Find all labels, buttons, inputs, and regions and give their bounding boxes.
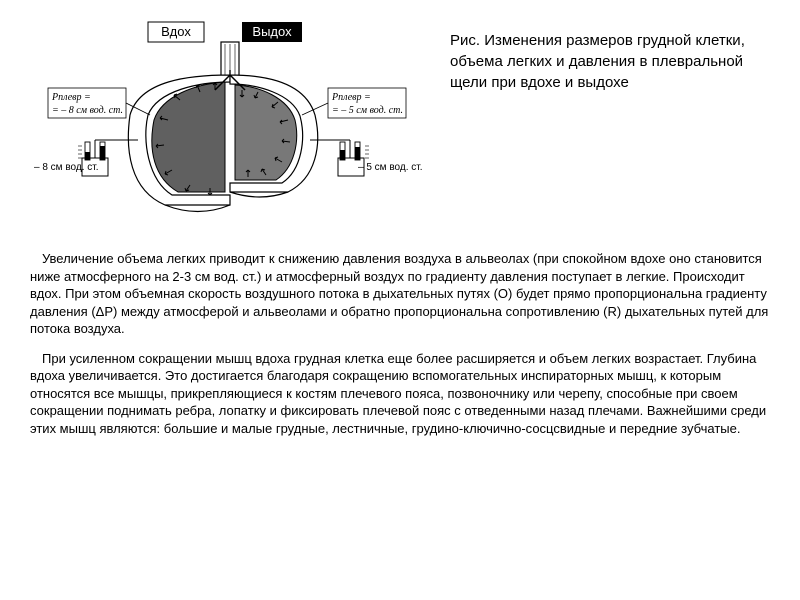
exhale-gauge-label: – 5 см вод. ст. [358, 162, 423, 173]
inhale-pressure-line2: = – 8 см вод. ст. [52, 105, 123, 116]
lung-diagram: Вдох Выдох [30, 20, 430, 230]
paragraph-1: Увеличение объема легких приводит к сниж… [30, 250, 770, 338]
figure-row: Вдох Выдох [30, 20, 770, 230]
exhale-pressure-line2: = – 5 см вод. ст. [332, 105, 403, 116]
respiration-diagram-svg: Вдох Выдох [30, 20, 430, 230]
inhale-pressure-line1: Pплевр = [51, 92, 91, 103]
inhale-gauge-label: – 8 см вод. ст. [34, 162, 99, 173]
exhale-pressure-line1: Pплевр = [331, 92, 371, 103]
paragraph-2: При усиленном сокращении мышц вдоха груд… [30, 350, 770, 438]
figure-caption: Рис. Изменения размеров грудной клетки, … [450, 20, 770, 230]
inhale-label: Вдох [161, 24, 191, 39]
exhale-label: Выдох [252, 24, 292, 39]
